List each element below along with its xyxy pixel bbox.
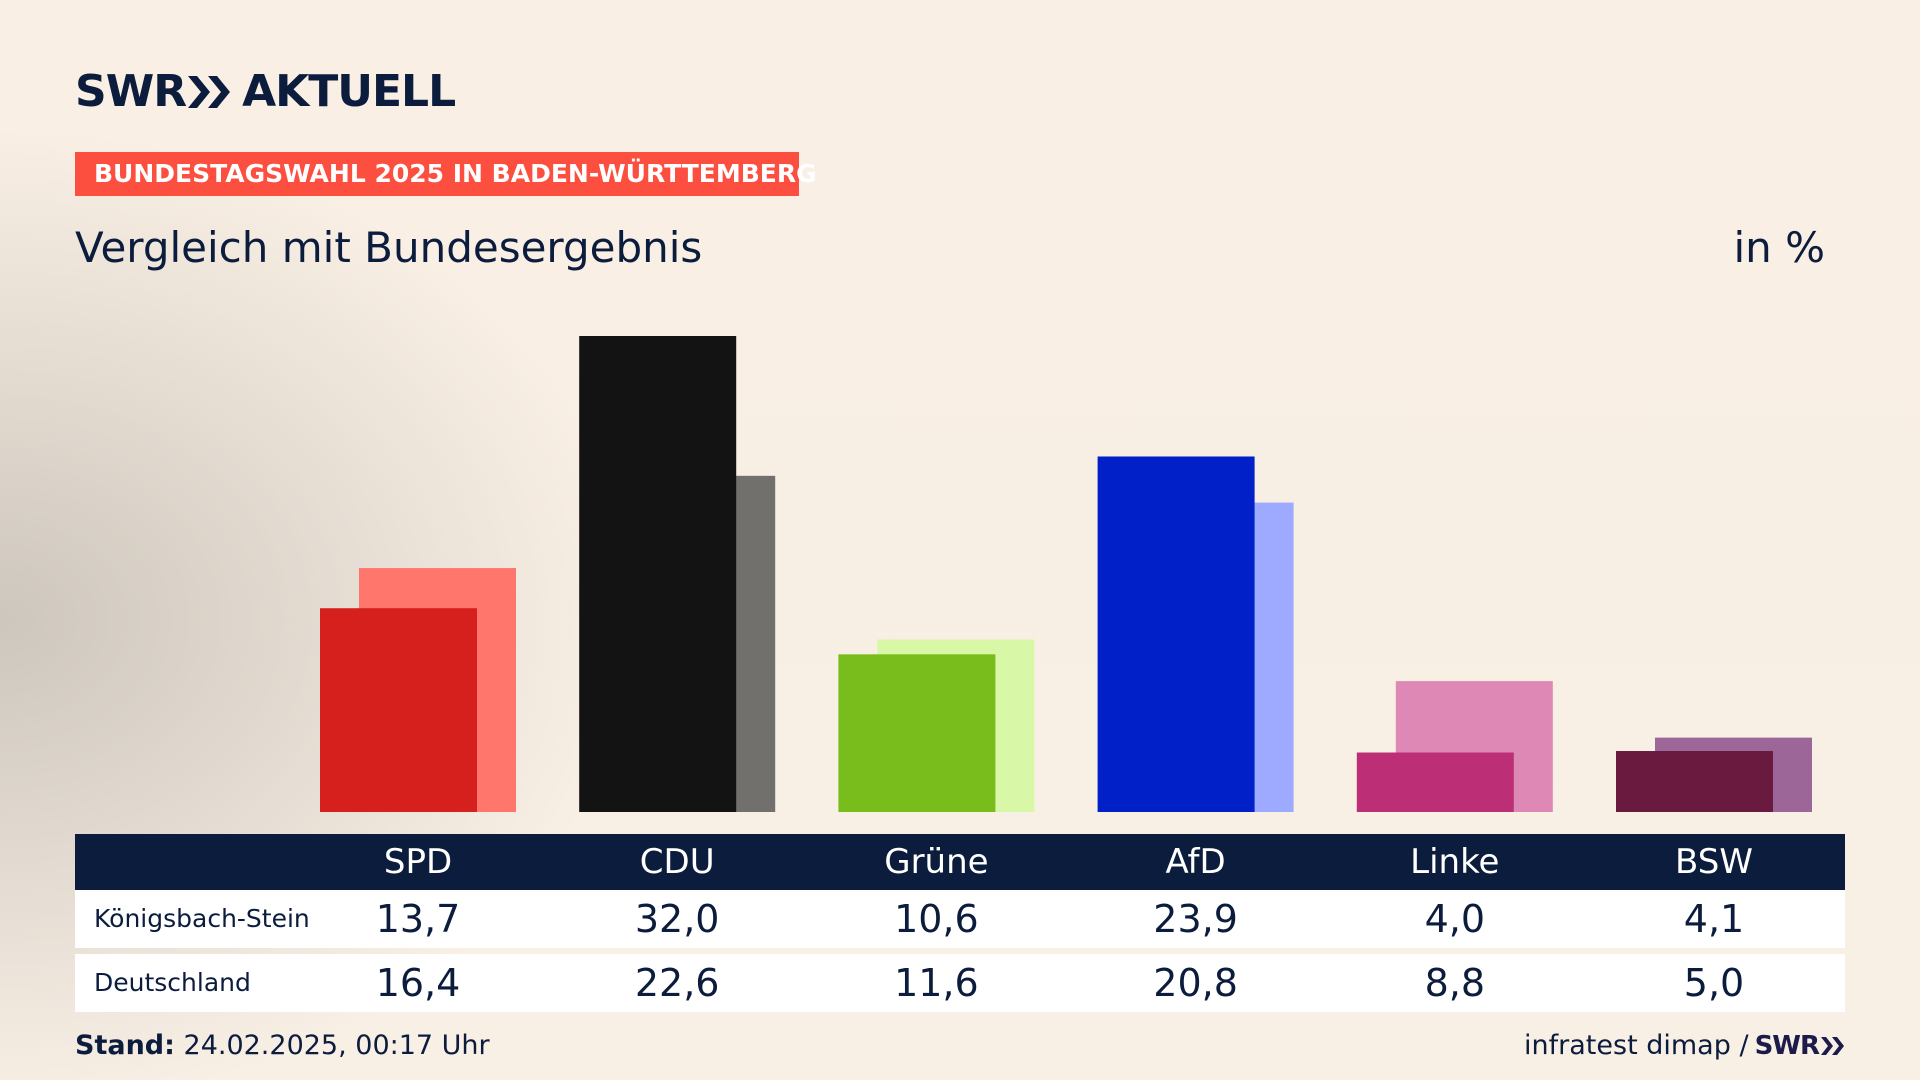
value-label: 22,6 [634, 961, 720, 1005]
chart-subtitle: Vergleich mit Bundesergebnis [75, 223, 703, 272]
value-label: 5,0 [1683, 961, 1745, 1005]
value-label: 11,6 [894, 961, 979, 1005]
row-label: Königsbach-Stein [94, 904, 310, 933]
value-label: 10,6 [894, 897, 979, 941]
bar-koenigsbach-stein-5 [1616, 751, 1773, 812]
bar-koenigsbach-stein-0 [320, 608, 477, 812]
bar-koenigsbach-stein-3 [1097, 456, 1255, 812]
source-credit: infratest dimap / SWR [1524, 1028, 1845, 1064]
timestamp: Stand: 24.02.2025, 00:17 Uhr [75, 1028, 490, 1064]
category-label: CDU [639, 842, 715, 882]
double-chevron-icon [188, 76, 231, 108]
value-label: 4,1 [1683, 897, 1745, 941]
category-label: Grüne [884, 842, 989, 882]
stand-value: 24.02.2025, 00:17 Uhr [183, 1030, 490, 1061]
bar-koenigsbach-stein-2 [838, 654, 996, 812]
value-label: 20,8 [1153, 961, 1238, 1005]
table-header: SPD CDU Grüne AfD Linke BSW [75, 834, 1845, 890]
swr-aktuell-logo: SWR AKTUELL [75, 66, 456, 117]
bar-koenigsbach-stein-1 [579, 336, 737, 812]
results-table: SPD CDU Grüne AfD Linke BSW Königsbach-Stein … [75, 834, 1845, 1012]
category-label: AfD [1165, 842, 1226, 882]
source-text: infratest dimap / [1524, 1030, 1749, 1061]
unit-label: in % [1733, 223, 1825, 272]
mini-swr-logo: SWR [1754, 1031, 1820, 1061]
value-label: 8,8 [1424, 961, 1486, 1005]
value-label: 32,0 [634, 897, 720, 941]
category-label: Linke [1410, 842, 1500, 882]
value-label: 23,9 [1153, 897, 1238, 941]
table-row: Deutschland 16,4 22,6 11,6 20,8 8,8 5,0 [75, 954, 1845, 1012]
election-banner: BUNDESTAGSWAHL 2025 IN BADEN-WÜRTTEMBERG [75, 152, 817, 196]
value-label: 13,7 [375, 897, 461, 941]
logo-aktuell-text: AKTUELL [242, 66, 456, 117]
value-label: 4,0 [1424, 897, 1486, 941]
bar-koenigsbach-stein-4 [1356, 752, 1514, 812]
value-label: 16,4 [375, 961, 461, 1005]
logo-swr-text: SWR [75, 66, 187, 117]
category-label: SPD [383, 842, 453, 882]
stand-label: Stand: [75, 1030, 175, 1061]
double-chevron-icon [1821, 1037, 1844, 1055]
row-label: Deutschland [94, 968, 251, 997]
table-row: Königsbach-Stein 13,7 32,0 10,6 23,9 4,0 4,1 [75, 890, 1845, 948]
category-label: BSW [1675, 842, 1753, 882]
